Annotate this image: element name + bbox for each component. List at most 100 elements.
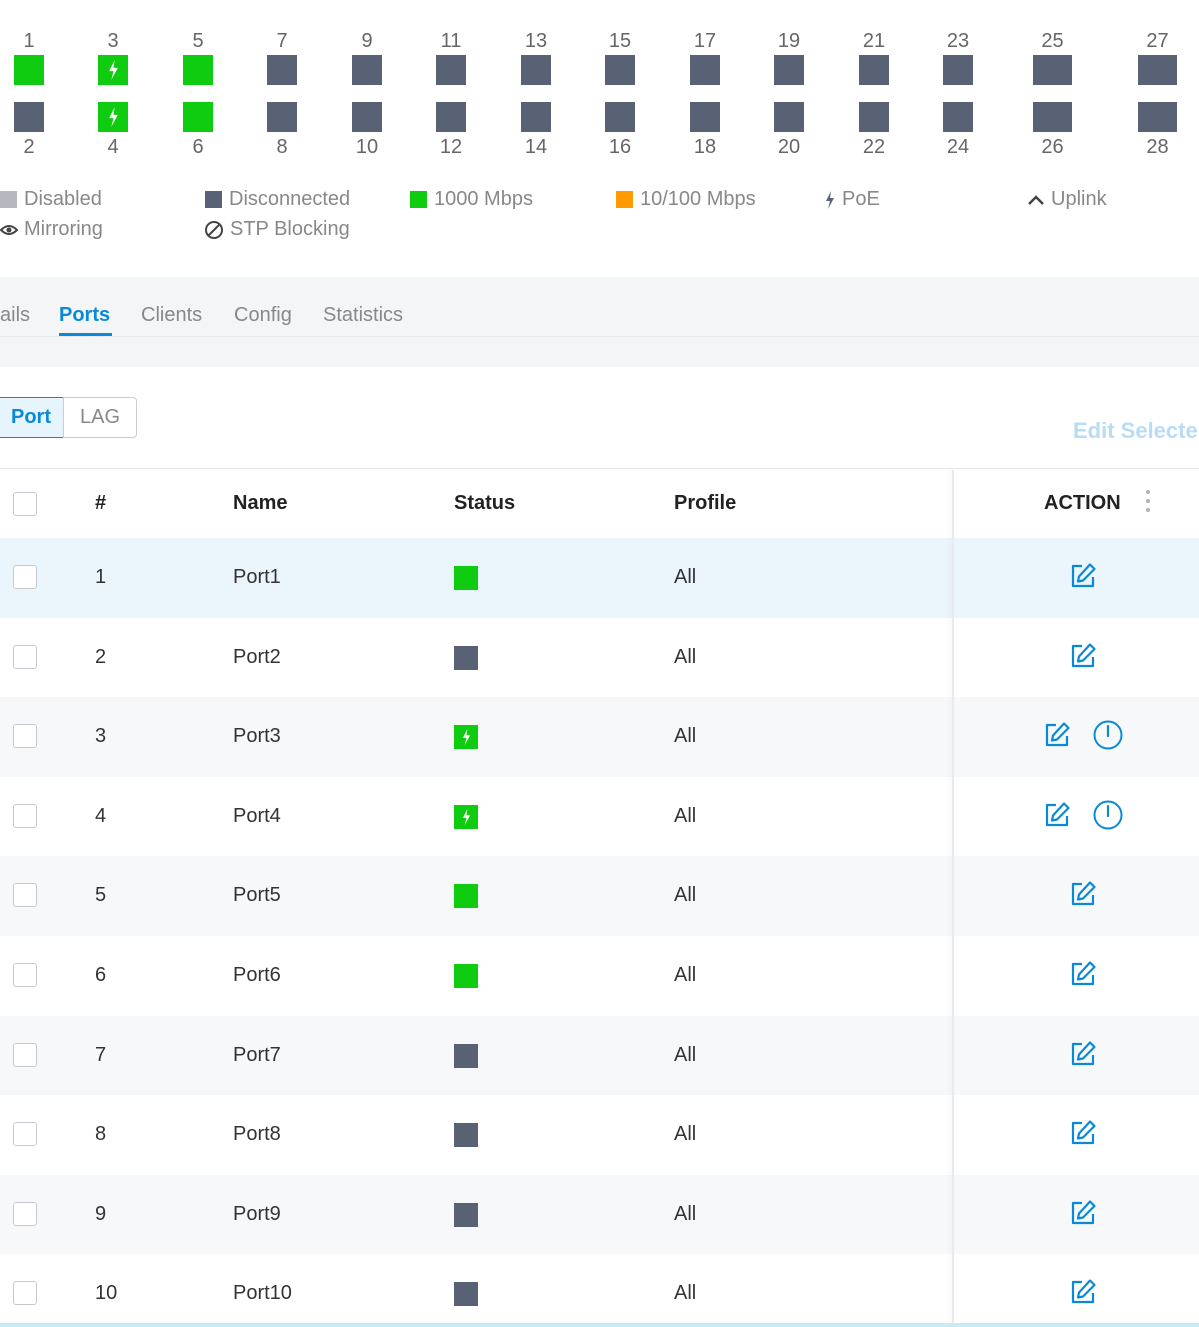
legend-uplink-label: Uplink (1051, 188, 1107, 210)
port-1-indicator[interactable] (14, 55, 44, 85)
tab-details[interactable]: ails (0, 304, 31, 326)
port-27-indicator[interactable] (1138, 55, 1177, 85)
port-10-indicator[interactable] (352, 102, 382, 132)
row-checkbox[interactable] (13, 1122, 37, 1147)
port-name-cell: Port5 (233, 884, 281, 907)
port-24-indicator[interactable] (943, 102, 973, 132)
port-5-indicator[interactable] (183, 55, 213, 85)
port-18-indicator[interactable] (690, 102, 720, 132)
port-9-indicator[interactable] (352, 55, 382, 85)
port-26-indicator[interactable] (1033, 102, 1072, 132)
port-19-indicator[interactable] (774, 55, 804, 85)
port-name-cell: Port10 (233, 1282, 292, 1305)
scrollbar-track[interactable] (0, 1323, 1199, 1327)
port-25-indicator[interactable] (1033, 55, 1072, 85)
column-settings-icon[interactable] (1145, 490, 1151, 518)
edit-icon[interactable] (1068, 1118, 1098, 1153)
port-name-cell: Port7 (233, 1043, 281, 1066)
row-checkbox[interactable] (13, 1281, 37, 1306)
table-row[interactable]: 10 Port10 All (0, 1254, 1199, 1327)
port-23-indicator[interactable] (943, 55, 973, 85)
row-checkbox[interactable] (13, 644, 37, 669)
port-13-indicator[interactable] (521, 55, 551, 85)
table-row[interactable]: 1 Port1 All (0, 538, 1199, 618)
profile-cell: All (674, 725, 697, 748)
tab-clients[interactable]: Clients (141, 304, 203, 326)
row-checkbox[interactable] (13, 883, 37, 908)
edit-icon[interactable] (1068, 959, 1098, 994)
row-checkbox[interactable] (13, 565, 37, 589)
legend-disconnected: Disconnected (205, 188, 350, 211)
row-checkbox[interactable] (13, 1201, 37, 1226)
edit-icon[interactable] (1068, 1198, 1098, 1233)
port-4-indicator[interactable] (98, 102, 128, 132)
port-6-indicator[interactable] (183, 102, 213, 132)
row-checkbox[interactable] (13, 963, 37, 987)
poe-lightning-icon (461, 808, 472, 826)
port-number-label: 21 (862, 30, 886, 52)
legend-10-100: 10/100 Mbps (616, 188, 756, 211)
table-row[interactable]: 6 Port6 All (0, 936, 1199, 1016)
row-checkbox[interactable] (13, 1042, 37, 1067)
tab-statistics[interactable]: Statistics (323, 304, 404, 326)
port-number-label: 7 (276, 30, 288, 52)
table-row[interactable]: 9 Port9 All (0, 1174, 1199, 1255)
port-20-indicator[interactable] (774, 102, 804, 132)
lag-toggle-button[interactable]: LAG (63, 397, 137, 438)
table-row[interactable]: 4 Port4 All (0, 776, 1199, 857)
eye-icon (0, 223, 18, 237)
legend-mirroring: Mirroring (0, 218, 103, 241)
table-row[interactable]: 7 Port7 All (0, 1015, 1199, 1096)
table-row[interactable]: 8 Port8 All (0, 1095, 1199, 1175)
tab-config[interactable]: Config (234, 304, 292, 326)
tabs-bar (0, 277, 1199, 367)
row-checkbox[interactable] (13, 724, 37, 749)
port-number-cell: 1 (95, 566, 107, 588)
profile-cell: All (674, 1282, 697, 1305)
port-16-indicator[interactable] (605, 102, 635, 132)
port-12-indicator[interactable] (436, 102, 466, 132)
port-22-indicator[interactable] (859, 102, 889, 132)
table-row[interactable]: 2 Port2 All (0, 617, 1199, 698)
select-all-checkbox[interactable] (13, 492, 37, 516)
status-indicator (454, 566, 478, 590)
edit-icon[interactable] (1068, 641, 1098, 676)
col-header-name[interactable]: Name (233, 492, 288, 514)
edit-selected-button[interactable]: Edit Selecte (1073, 418, 1198, 443)
port-7-indicator[interactable] (267, 55, 297, 85)
tab-ports[interactable]: Ports (59, 304, 111, 326)
table-row[interactable]: 3 Port3 All (0, 697, 1199, 777)
legend-uplink: Uplink (1027, 188, 1107, 211)
legend-stp: STP Blocking (204, 218, 350, 241)
edit-icon[interactable] (1068, 1277, 1098, 1312)
edit-icon[interactable] (1068, 879, 1098, 914)
port-28-indicator[interactable] (1138, 102, 1177, 132)
edit-icon[interactable] (1068, 1039, 1098, 1074)
port-number-label: 12 (439, 136, 463, 158)
col-header-status: Status (454, 492, 516, 514)
row-checkbox[interactable] (13, 803, 37, 828)
edit-icon[interactable] (1068, 561, 1098, 596)
power-cycle-icon[interactable] (1092, 719, 1124, 756)
port-17-indicator[interactable] (690, 55, 720, 85)
port-8-indicator[interactable] (267, 102, 297, 132)
port-21-indicator[interactable] (859, 55, 889, 85)
port-number-label: 22 (862, 136, 886, 158)
power-cycle-icon[interactable] (1092, 799, 1124, 836)
port-number-cell: 7 (95, 1043, 107, 1066)
col-header-profile: Profile (674, 492, 737, 514)
port-2-indicator[interactable] (14, 102, 44, 132)
port-3-indicator[interactable] (98, 55, 128, 85)
edit-icon[interactable] (1042, 720, 1072, 755)
port-15-indicator[interactable] (605, 55, 635, 85)
port-number-label: 1 (23, 30, 35, 52)
port-name-cell: Port1 (233, 566, 281, 588)
action-column-divider (952, 470, 954, 1327)
edit-icon[interactable] (1042, 800, 1072, 835)
port-number-label: 10 (355, 136, 379, 158)
port-toggle-button[interactable]: Port (0, 397, 64, 438)
status-indicator (454, 1043, 478, 1068)
port-14-indicator[interactable] (521, 102, 551, 132)
port-11-indicator[interactable] (436, 55, 466, 85)
table-row[interactable]: 5 Port5 All (0, 856, 1199, 936)
